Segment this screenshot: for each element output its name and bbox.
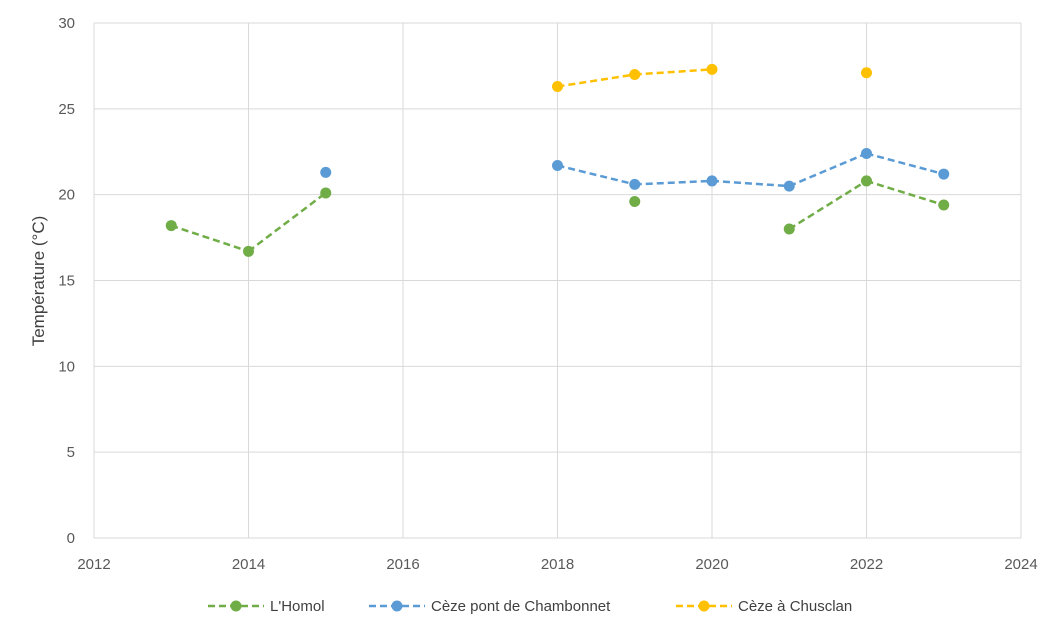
legend-marker [391, 600, 403, 612]
legend-item-ceze-pont-de-chambonnet: Cèze pont de Chambonnet [369, 598, 611, 615]
y-tick-label: 5 [67, 444, 75, 461]
series-line-segment [634, 179, 713, 186]
y-tick-label: 0 [67, 530, 75, 547]
y-tick-label: 15 [58, 273, 75, 290]
data-point [861, 67, 872, 79]
data-point [552, 81, 563, 93]
series-line-segment [788, 152, 867, 188]
data-point [861, 147, 872, 159]
series-line-segment [247, 191, 327, 253]
legend-marker [230, 600, 242, 612]
legend: L'Homol Cèze pont de Chambonnet Cèze à Chu… [208, 598, 852, 615]
series-line-segment [866, 152, 945, 176]
series-l-homol [165, 175, 950, 257]
series-line-segment [634, 68, 713, 76]
y-tick-label: 25 [58, 101, 75, 118]
x-tick-label: 2016 [386, 556, 419, 573]
data-point [706, 175, 718, 187]
y-tick-label: 10 [58, 358, 75, 375]
series-line-segment [170, 224, 249, 253]
legend-item-l-homol: L'Homol [208, 598, 325, 615]
data-point [783, 223, 795, 235]
legend-label: Cèze pont de Chambonnet [431, 598, 611, 615]
legend-label: Cèze à Chusclan [738, 598, 852, 615]
grid [93, 22, 1022, 539]
x-tick-label: 2014 [232, 556, 265, 573]
data-point [320, 187, 332, 199]
x-tick-label: 2012 [77, 556, 110, 573]
series-ceze-pont-de-chambonnet [320, 147, 950, 192]
data-point [629, 196, 641, 208]
data-point [243, 245, 254, 257]
legend-item-ceze-a-chusclan: Cèze à Chusclan [676, 598, 852, 615]
data-point [629, 178, 641, 190]
x-tick-label: 2024 [1004, 556, 1037, 573]
y-tick-label: 20 [58, 187, 75, 204]
x-tick-label: 2018 [541, 556, 574, 573]
data-point [629, 69, 641, 80]
x-tick-label: 2020 [695, 556, 728, 573]
y-axis-ticks: 0 5 10 15 20 25 30 [58, 15, 75, 547]
data-point [938, 199, 950, 211]
series-line-segment [788, 179, 868, 231]
data-point [165, 220, 177, 232]
legend-label: L'Homol [270, 598, 325, 615]
data-point [706, 63, 718, 75]
series-line-segment [557, 164, 636, 186]
data-point [938, 168, 950, 180]
legend-marker [698, 600, 710, 612]
y-tick-label: 30 [58, 15, 75, 32]
data-point [320, 166, 332, 178]
data-point [783, 180, 795, 192]
series-ceze-a-chusclan [552, 63, 872, 93]
series-lines [165, 63, 950, 257]
y-axis-title: Température (°C) [29, 216, 48, 347]
series-line-segment [557, 73, 635, 88]
series-line-segment [866, 179, 945, 207]
series-line-segment [711, 179, 790, 188]
data-point [861, 175, 872, 187]
x-axis-ticks: 2012 2014 2016 2018 2020 2022 2024 [77, 556, 1037, 573]
x-tick-label: 2022 [850, 556, 883, 573]
data-point [552, 159, 563, 171]
